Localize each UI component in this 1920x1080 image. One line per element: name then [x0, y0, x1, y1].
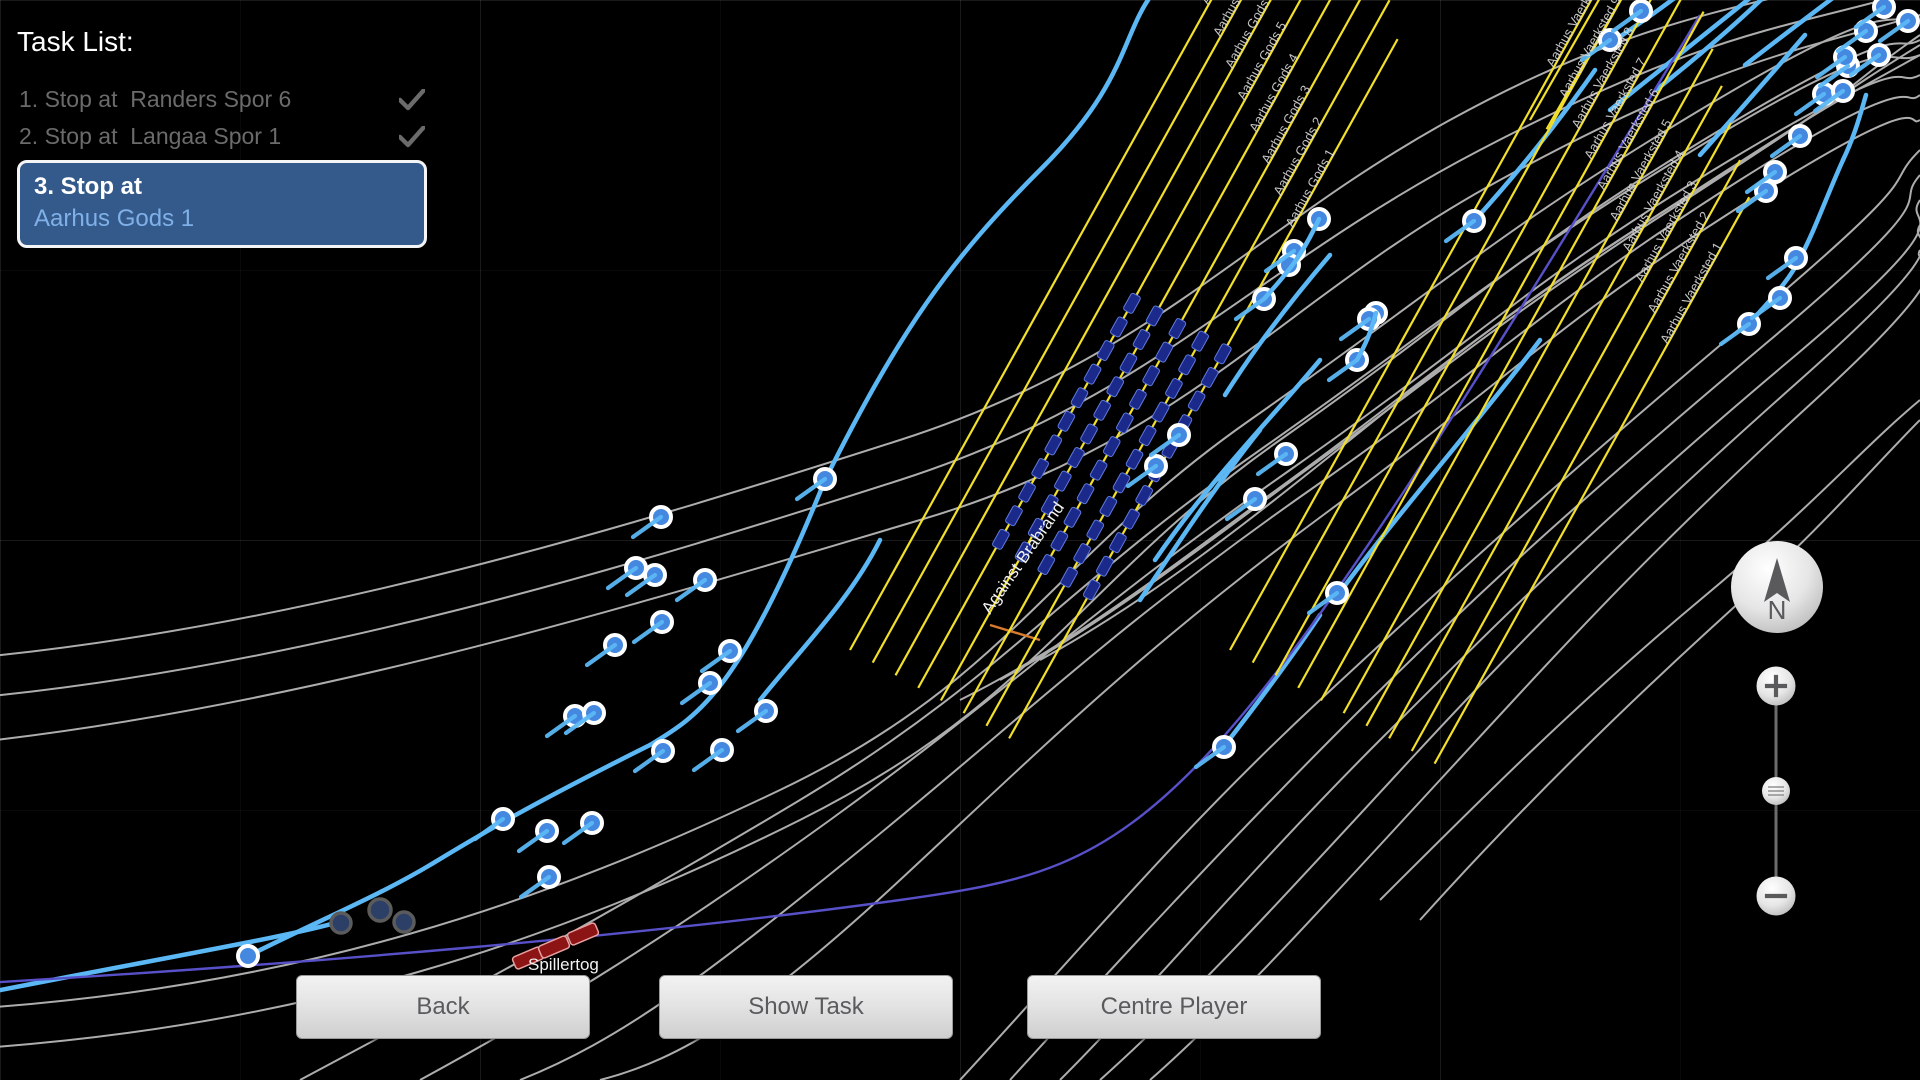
svg-text:N: N [1768, 595, 1787, 625]
svg-text:Spillertog: Spillertog [528, 955, 599, 974]
